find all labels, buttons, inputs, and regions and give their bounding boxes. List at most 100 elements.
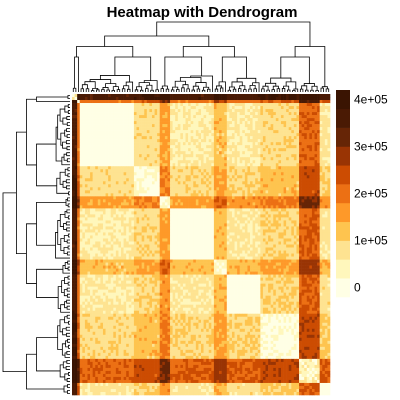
- heatmap-cell: [182, 223, 186, 227]
- heatmap-cell: [293, 223, 297, 227]
- heatmap-cell: [136, 226, 140, 230]
- heatmap-cell: [324, 199, 328, 203]
- heatmap-cell: [131, 193, 135, 197]
- heatmap-cell: [105, 208, 109, 212]
- heatmap-cell: [149, 109, 153, 113]
- dendrogram-branch: [310, 89, 314, 92]
- heatmap-cell: [296, 115, 300, 119]
- dendrogram-branch: [249, 85, 256, 90]
- heatmap-cell: [82, 211, 86, 215]
- heatmap-cell: [190, 148, 194, 152]
- heatmap-cell: [301, 130, 305, 134]
- heatmap-cell: [95, 223, 99, 227]
- heatmap-cell: [319, 109, 323, 113]
- heatmap-cell: [90, 190, 93, 194]
- heatmap-cell: [319, 136, 323, 140]
- heatmap-cell: [193, 196, 197, 200]
- heatmap-cell: [270, 97, 274, 101]
- heatmap-cell: [229, 187, 233, 191]
- heatmap-cell: [250, 181, 253, 185]
- heatmap-cell: [257, 100, 261, 104]
- heatmap-cell: [100, 226, 104, 230]
- heatmap-cell: [275, 139, 279, 143]
- dendrogram-branch: [62, 265, 70, 274]
- heatmap-cell: [180, 97, 184, 101]
- heatmap-cell: [159, 97, 163, 101]
- heatmap-cell: [115, 121, 119, 125]
- heatmap-cell: [208, 184, 212, 188]
- heatmap-cell: [157, 133, 161, 137]
- heatmap-cell: [311, 142, 315, 146]
- heatmap-cell: [77, 112, 81, 116]
- heatmap-cell: [257, 181, 261, 185]
- heatmap-cell: [121, 124, 124, 128]
- heatmap-cell: [123, 103, 127, 107]
- heatmap-cell: [144, 97, 148, 101]
- heatmap-cell: [100, 187, 104, 191]
- heatmap-cell: [322, 109, 326, 113]
- heatmap-cell: [182, 109, 186, 113]
- heatmap-cell: [170, 211, 173, 215]
- heatmap-cell: [92, 115, 96, 119]
- heatmap-cell: [136, 181, 140, 185]
- heatmap-cell: [136, 121, 140, 125]
- dendrogram-branch: [59, 214, 66, 227]
- heatmap-cell: [113, 232, 117, 236]
- heatmap-cell: [322, 169, 326, 173]
- heatmap-cell: [278, 139, 282, 143]
- heatmap-cell: [301, 100, 305, 104]
- heatmap-cell: [231, 115, 235, 119]
- heatmap-cell: [102, 151, 106, 155]
- heatmap-cell: [270, 205, 274, 209]
- heatmap-cell: [226, 181, 230, 185]
- heatmap-cell: [144, 169, 148, 173]
- heatmap-cell: [293, 130, 297, 134]
- heatmap-cell: [87, 112, 91, 116]
- heatmap-cell: [283, 157, 287, 161]
- heatmap-cell: [77, 226, 81, 230]
- heatmap-cell: [247, 229, 251, 233]
- heatmap-cell: [154, 193, 158, 197]
- heatmap-cell: [149, 118, 153, 122]
- heatmap-cell: [247, 181, 251, 185]
- heatmap-cell: [110, 232, 114, 236]
- heatmap-cell: [211, 211, 215, 215]
- heatmap-cell: [110, 229, 114, 233]
- heatmap-cell: [182, 172, 186, 176]
- heatmap-cell: [234, 220, 238, 224]
- heatmap-cell: [157, 193, 161, 197]
- heatmap-cell: [301, 211, 305, 215]
- heatmap-cell: [82, 235, 86, 239]
- heatmap-cell: [162, 190, 166, 194]
- heatmap-cell: [105, 235, 109, 239]
- heatmap-cell: [247, 118, 251, 122]
- heatmap-cell: [293, 121, 297, 125]
- heatmap-cell: [154, 103, 158, 107]
- heatmap-cell: [208, 157, 212, 161]
- heatmap-cell: [317, 184, 320, 188]
- heatmap-cell: [319, 100, 323, 104]
- heatmap-cell: [237, 184, 240, 188]
- heatmap-cell: [162, 97, 166, 101]
- heatmap-cell: [79, 208, 83, 212]
- heatmap-cell: [296, 184, 300, 188]
- heatmap-cell: [175, 178, 179, 182]
- heatmap-cell: [327, 148, 331, 152]
- heatmap-cell: [172, 211, 176, 215]
- heatmap-cell: [136, 145, 140, 149]
- heatmap-cell: [74, 196, 78, 200]
- heatmap-cell: [180, 106, 184, 110]
- heatmap-cell: [123, 118, 127, 122]
- heatmap-cell: [231, 208, 235, 212]
- heatmap-cell: [273, 229, 277, 233]
- heatmap-cell: [201, 226, 204, 230]
- heatmap-cell: [322, 163, 326, 167]
- heatmap-cell: [157, 163, 161, 167]
- heatmap-cell: [172, 136, 176, 140]
- heatmap-cell: [172, 145, 176, 149]
- heatmap-cell: [164, 100, 168, 104]
- heatmap-cell: [149, 214, 153, 218]
- heatmap-cell: [324, 109, 328, 113]
- heatmap-cell: [231, 124, 235, 128]
- heatmap-cell: [198, 106, 202, 110]
